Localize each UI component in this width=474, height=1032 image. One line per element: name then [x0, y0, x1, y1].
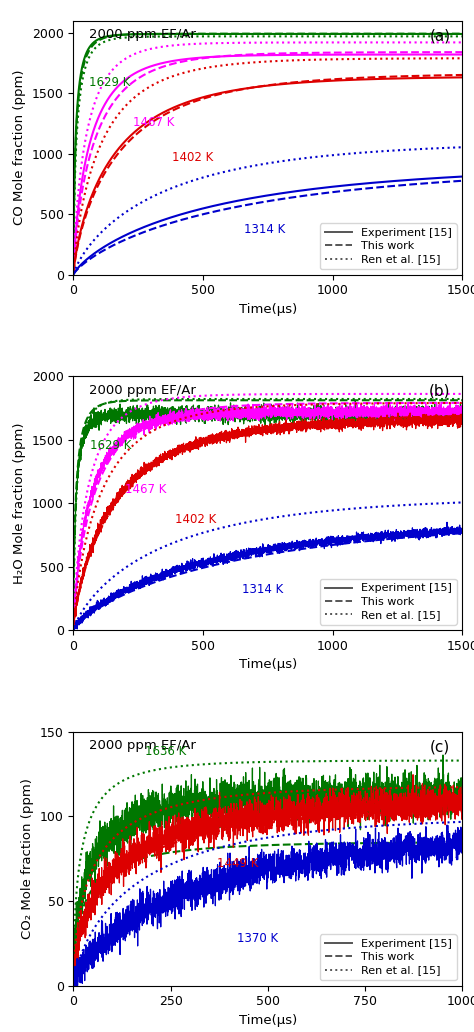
Legend: Experiment [15], This work, Ren et al. [15]: Experiment [15], This work, Ren et al. […	[320, 224, 456, 269]
X-axis label: Time(μs): Time(μs)	[239, 302, 297, 316]
Y-axis label: CO₂ Mole fraction (ppm): CO₂ Mole fraction (ppm)	[21, 778, 34, 939]
Text: (b): (b)	[429, 384, 450, 398]
X-axis label: Time(μs): Time(μs)	[239, 658, 297, 672]
Text: 1467 K: 1467 K	[125, 483, 167, 496]
Text: 1402 K: 1402 K	[172, 151, 213, 164]
Text: 1629 K: 1629 K	[89, 76, 130, 89]
Text: 1402 K: 1402 K	[174, 513, 216, 526]
Legend: Experiment [15], This work, Ren et al. [15]: Experiment [15], This work, Ren et al. […	[320, 934, 456, 980]
Text: 1467 K: 1467 K	[133, 116, 174, 129]
X-axis label: Time(μs): Time(μs)	[239, 1013, 297, 1027]
Text: 1636 K: 1636 K	[146, 745, 187, 759]
Text: 2000 ppm EF/Ar: 2000 ppm EF/Ar	[89, 28, 196, 41]
Y-axis label: H₂O Mole fraction (ppm): H₂O Mole fraction (ppm)	[13, 422, 27, 584]
Legend: Experiment [15], This work, Ren et al. [15]: Experiment [15], This work, Ren et al. […	[320, 579, 456, 624]
Text: (c): (c)	[430, 739, 450, 754]
Text: 2000 ppm EF/Ar: 2000 ppm EF/Ar	[89, 384, 196, 396]
Text: 1314 K: 1314 K	[245, 224, 286, 236]
Text: 1370 K: 1370 K	[237, 932, 278, 944]
Y-axis label: CO Mole fraction (ppm): CO Mole fraction (ppm)	[13, 70, 27, 225]
Text: (a): (a)	[429, 28, 450, 43]
Text: 1629 K: 1629 K	[91, 439, 132, 452]
Text: 1314 K: 1314 K	[242, 583, 283, 595]
Text: 2000 ppm EF/Ar: 2000 ppm EF/Ar	[89, 739, 196, 752]
Text: 1449 K: 1449 K	[217, 857, 259, 870]
